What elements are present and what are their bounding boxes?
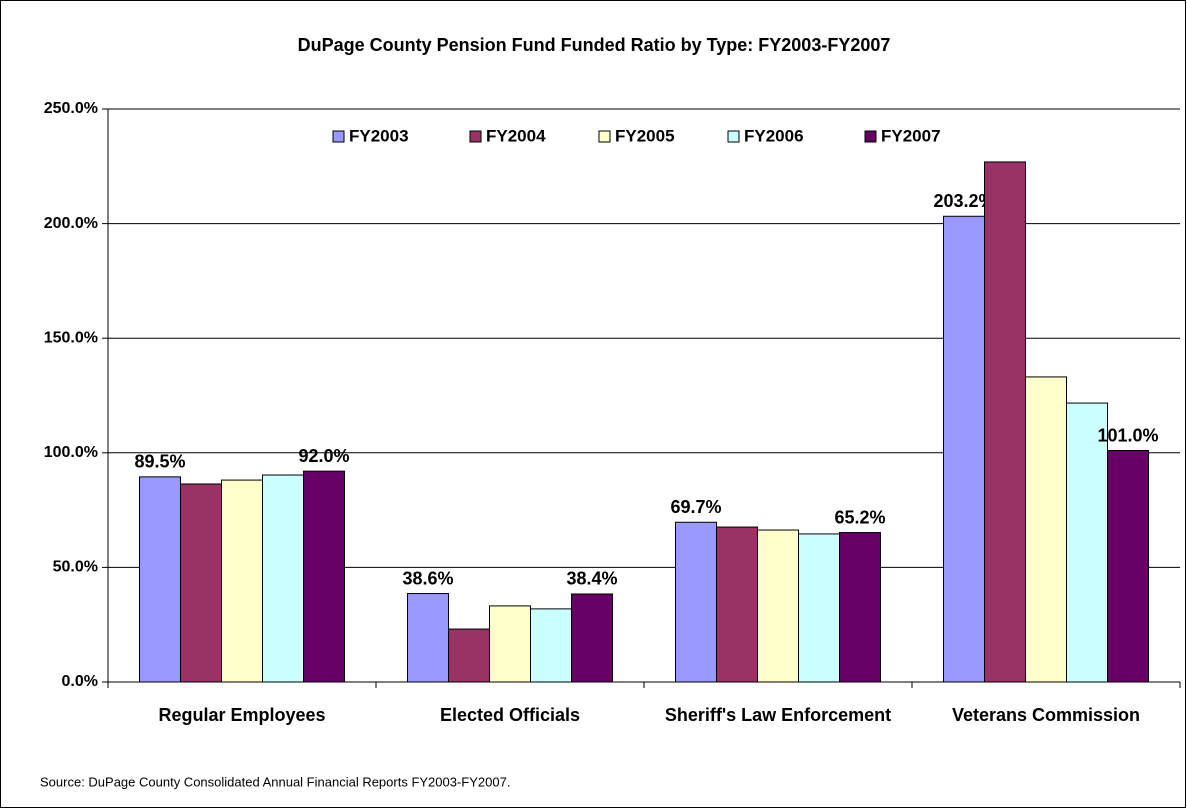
legend-swatch — [727, 130, 740, 143]
bar — [448, 628, 490, 683]
data-label: 38.6% — [402, 568, 453, 588]
bar — [943, 215, 985, 683]
bar — [716, 526, 758, 683]
y-tick-label: 150.0% — [44, 329, 98, 346]
legend-label: FY2006 — [744, 126, 804, 145]
bar — [1066, 402, 1108, 683]
y-tick-label: 100.0% — [44, 444, 98, 461]
chart-title: DuPage County Pension Fund Funded Ratio … — [298, 35, 891, 55]
data-label: 65.2% — [834, 507, 885, 527]
bar — [303, 470, 345, 683]
legend-swatch — [469, 130, 482, 143]
x-tick-label: Sheriff's Law Enforcement — [664, 705, 892, 725]
bar — [489, 605, 531, 683]
x-tick-label: Elected Officials — [439, 705, 581, 725]
legend-swatch — [598, 130, 611, 143]
bar — [571, 593, 613, 683]
source-note: Source: DuPage County Consolidated Annua… — [40, 774, 510, 789]
legend-label: FY2007 — [881, 126, 941, 145]
bar — [180, 483, 222, 683]
data-label: 89.5% — [134, 452, 185, 472]
legend-label: FY2004 — [486, 126, 546, 145]
bar — [675, 521, 717, 683]
y-tick-label: 50.0% — [53, 559, 98, 576]
data-label: 92.0% — [298, 446, 349, 466]
x-tick-label: Veterans Commission — [951, 705, 1141, 725]
data-label: 101.0% — [1097, 425, 1158, 445]
bar — [407, 593, 449, 683]
legend-swatch — [332, 130, 345, 143]
y-tick-label: 200.0% — [44, 215, 98, 232]
bar — [1107, 450, 1149, 683]
bar — [1025, 376, 1067, 683]
bar — [530, 608, 572, 683]
x-tick-label: Regular Employees — [158, 705, 326, 725]
bar — [757, 529, 799, 683]
bar — [839, 532, 881, 683]
bar — [984, 161, 1026, 683]
data-label: 203.2% — [933, 191, 994, 211]
data-label: 69.7% — [670, 497, 721, 517]
y-tick-label: 250.0% — [44, 100, 98, 117]
bar — [139, 476, 181, 683]
bar — [798, 533, 840, 683]
legend-swatch — [864, 130, 877, 143]
data-label: 38.4% — [566, 569, 617, 589]
bar — [221, 479, 263, 683]
y-tick-label: 0.0% — [62, 673, 98, 690]
bar — [262, 474, 304, 683]
legend-label: FY2003 — [349, 126, 409, 145]
legend-label: FY2005 — [615, 126, 675, 145]
